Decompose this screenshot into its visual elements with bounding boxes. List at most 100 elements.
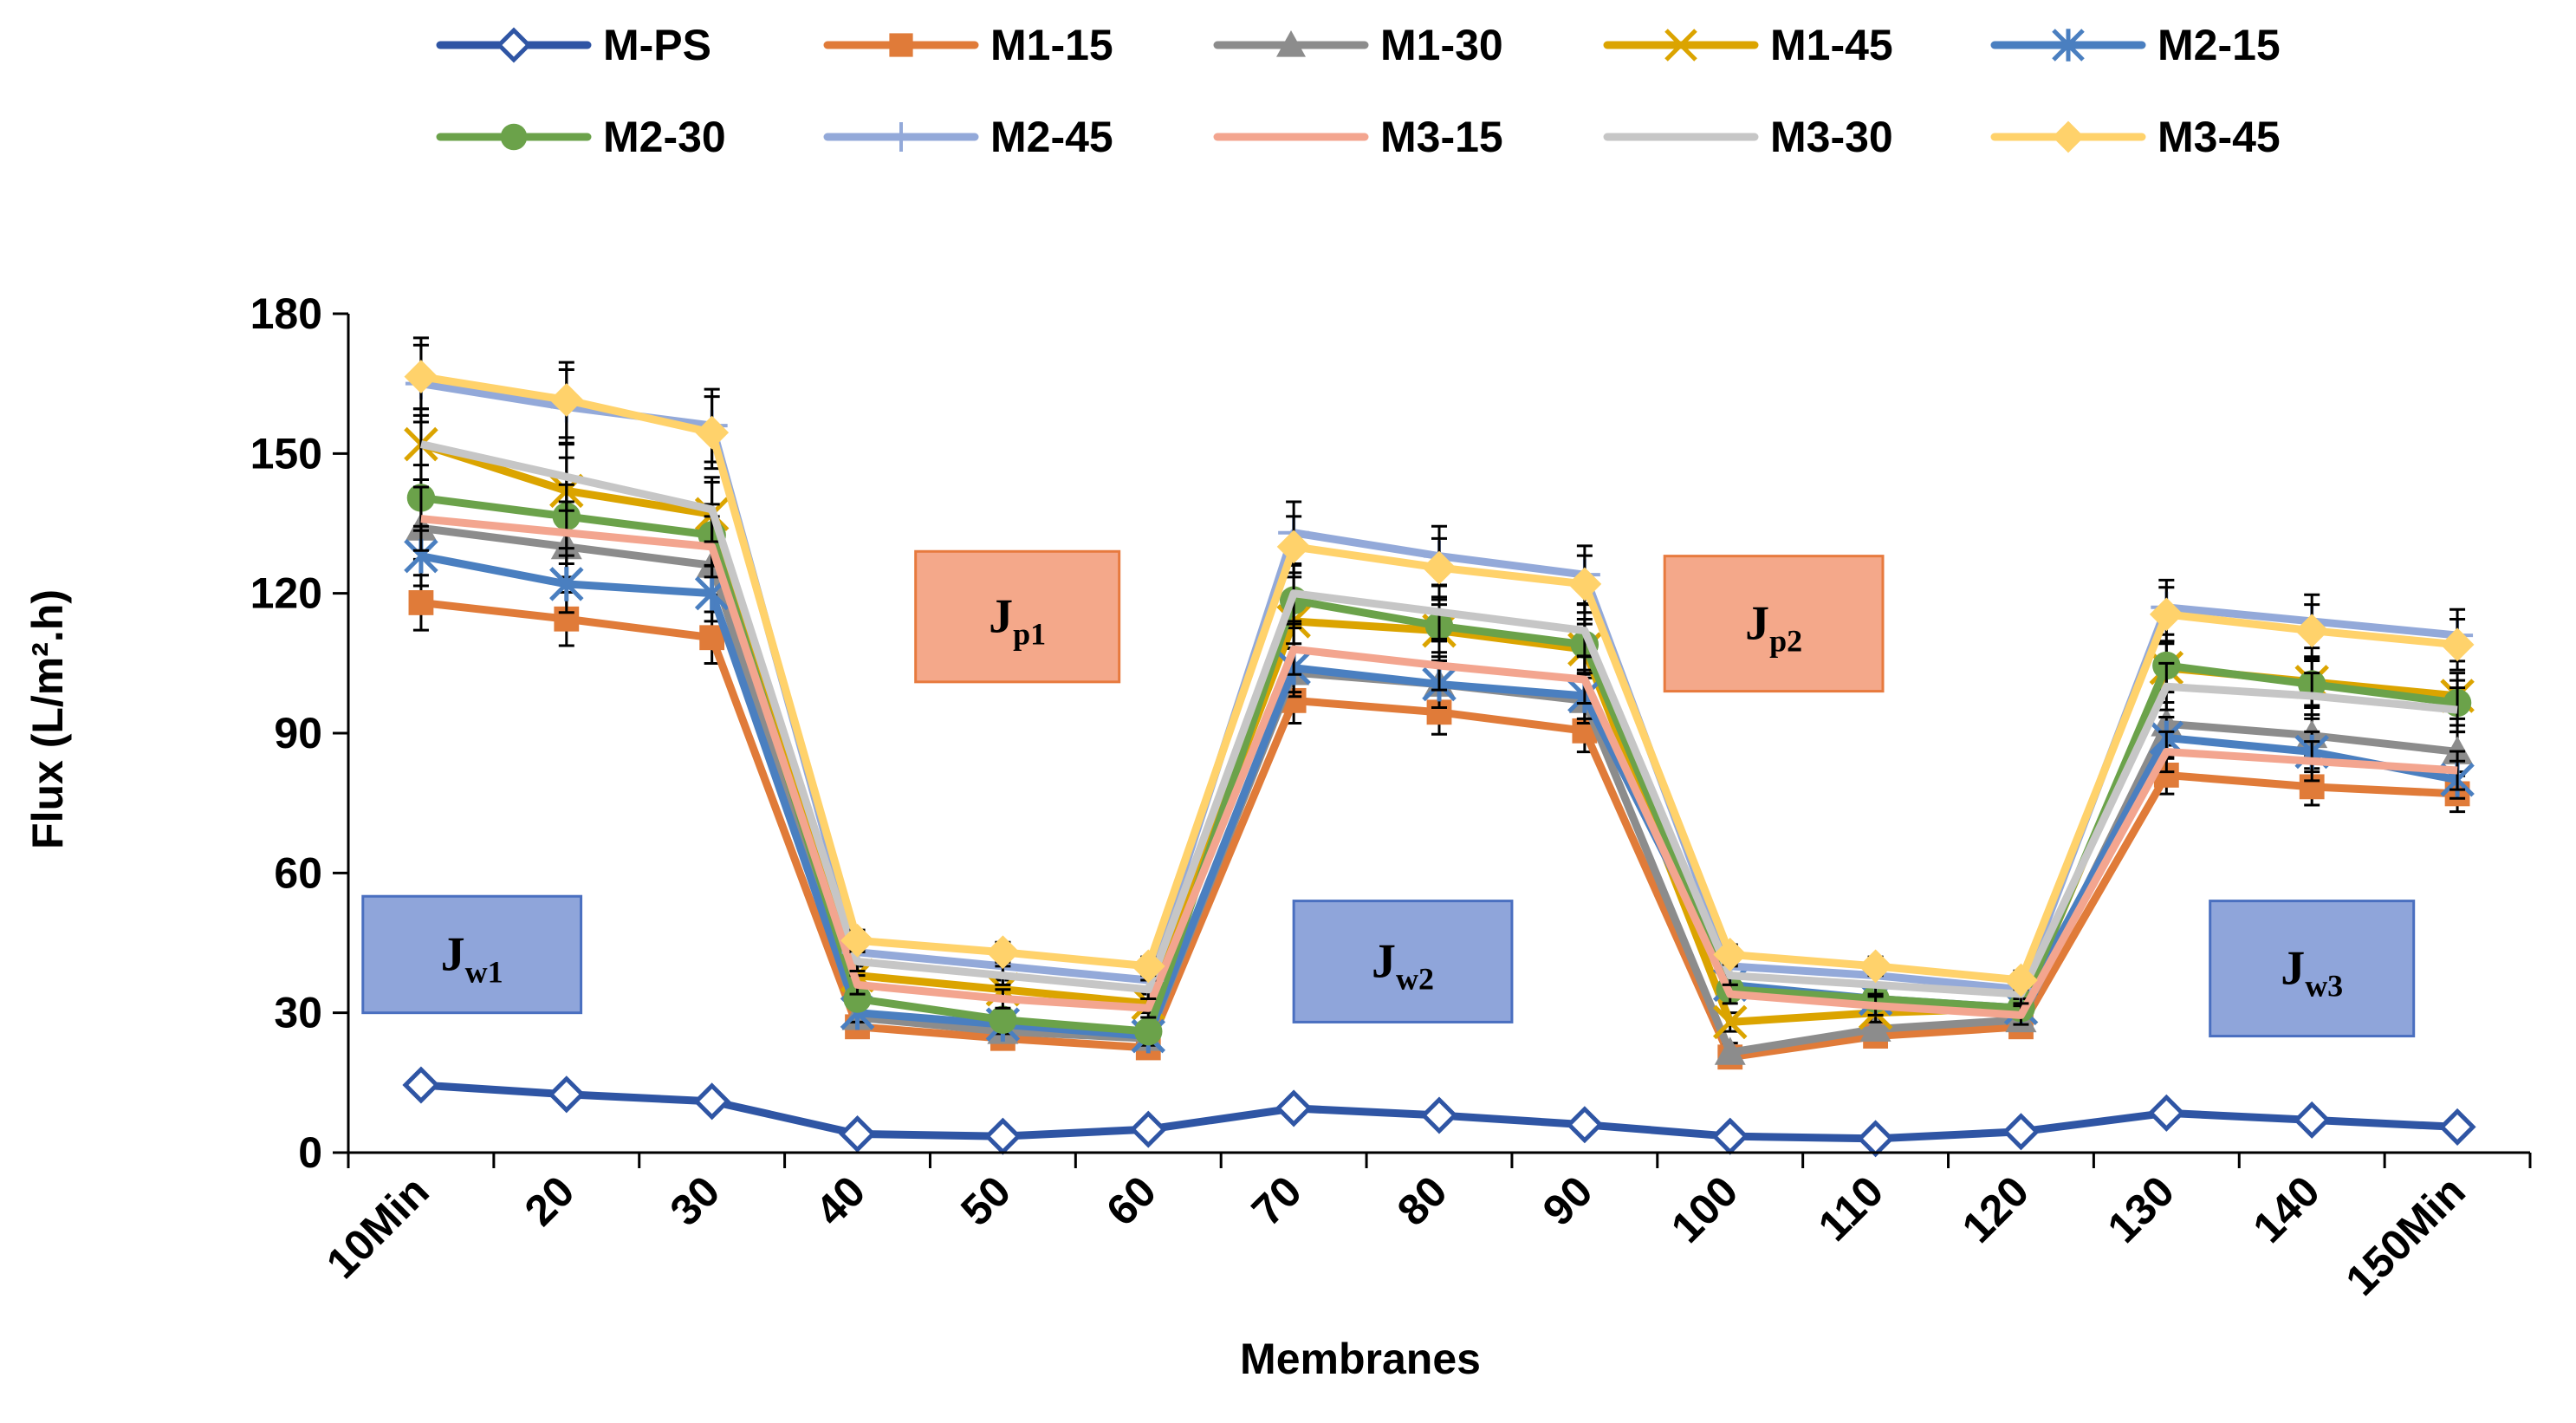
x-tick-label: 20 xyxy=(516,1166,584,1235)
data-point xyxy=(1129,1110,1167,1148)
y-tick-label: 60 xyxy=(274,848,322,897)
x-tick-label: 80 xyxy=(1388,1166,1457,1235)
legend-item: M2-15 xyxy=(1990,21,2281,69)
data-point xyxy=(840,923,874,958)
legend-item: M1-15 xyxy=(823,21,1113,69)
annotation-main: J xyxy=(441,927,465,981)
annotation-subscript: p2 xyxy=(1769,624,1802,659)
legend-marker xyxy=(2052,120,2085,153)
series-m3-45 xyxy=(404,336,2475,997)
x-tick-label: 10Min xyxy=(317,1166,438,1288)
data-point xyxy=(1859,949,1893,984)
legend-marker xyxy=(889,33,913,57)
x-tick-label: 60 xyxy=(1097,1166,1165,1235)
annotation-main: J xyxy=(2281,942,2305,996)
y-tick-label: 150 xyxy=(250,429,322,478)
data-point xyxy=(2294,614,2329,648)
annotation-subscript: w2 xyxy=(1396,962,1434,997)
legend-label: M1-15 xyxy=(990,21,1113,69)
data-point xyxy=(549,383,584,417)
legend-marker xyxy=(1276,30,1306,57)
annotation-subscript: w3 xyxy=(2305,969,2343,1004)
annotation-main: J xyxy=(989,590,1013,644)
data-point xyxy=(985,935,1020,970)
data-point xyxy=(2440,627,2475,662)
x-axis-title: Membranes xyxy=(1240,1335,1481,1383)
data-point xyxy=(693,1082,731,1121)
annotation-label: Jp1 xyxy=(989,590,1046,652)
x-tick-label: 30 xyxy=(661,1166,730,1235)
x-tick-label: 90 xyxy=(1534,1166,1602,1235)
axes: 0 30 60 90 120 150 180 10Min 20 30 40 50 60 70 80 90 100… xyxy=(250,289,2532,1305)
data-point xyxy=(1859,1013,1891,1042)
legend-item: M2-45 xyxy=(823,113,1113,161)
y-tick-label: 0 xyxy=(298,1128,322,1177)
legend: M-PS M1-15 M1-30 M1-45 M2-15 M2-30 M2-45 M3-15 M… xyxy=(436,21,2281,161)
annotation-subscript: w1 xyxy=(465,954,503,989)
legend-marker xyxy=(496,27,532,63)
annotation-box: Jp1 xyxy=(914,549,1121,684)
annotation-rect xyxy=(1292,900,1514,1023)
data-point xyxy=(404,360,438,394)
legend-label: M1-30 xyxy=(1380,21,1503,69)
data-point xyxy=(843,984,872,1013)
x-tick-label: 70 xyxy=(1243,1166,1311,1235)
data-point xyxy=(1712,1004,1748,1040)
data-point xyxy=(1711,1117,1749,1155)
annotation-label: Jw3 xyxy=(2281,942,2343,1004)
x-tick-label: 120 xyxy=(1953,1166,2039,1252)
legend-item: M3-45 xyxy=(1990,113,2281,161)
annotation-box: Jp2 xyxy=(1663,555,1885,693)
data-point xyxy=(1567,567,1602,601)
error-bar xyxy=(412,485,429,552)
data-point xyxy=(2002,1113,2041,1151)
data-point xyxy=(1713,938,1748,971)
data-point xyxy=(408,590,434,615)
legend-item: M1-30 xyxy=(1213,21,1503,69)
y-tick-label: 120 xyxy=(250,569,322,618)
legend-marker xyxy=(2052,29,2085,62)
legend-label: M-PS xyxy=(603,21,711,69)
annotation-label: Jw1 xyxy=(441,927,503,989)
data-point xyxy=(1276,530,1311,564)
legend-item: M3-15 xyxy=(1213,113,1503,161)
data-point xyxy=(1134,1017,1163,1046)
legend-label: M1-45 xyxy=(1770,21,1893,69)
x-tick-label: 130 xyxy=(2099,1166,2184,1252)
data-point xyxy=(838,1114,877,1153)
legend-label: M3-45 xyxy=(2157,113,2281,161)
series-lines xyxy=(402,336,2476,1158)
data-point xyxy=(695,415,730,450)
annotation-box: Jw1 xyxy=(361,894,583,1015)
x-tick-label: 150Min xyxy=(2336,1166,2474,1304)
data-point xyxy=(1420,1096,1458,1134)
data-point xyxy=(2293,1101,2331,1139)
data-point xyxy=(1131,949,1165,984)
annotation-label: Jp2 xyxy=(1745,597,1802,659)
annotation-box: Jw3 xyxy=(2209,900,2416,1038)
data-point xyxy=(1422,550,1457,585)
annotation-main: J xyxy=(1745,597,1769,651)
data-point xyxy=(549,567,584,601)
x-tick-label: 50 xyxy=(951,1166,1020,1235)
series-m-ps xyxy=(402,1066,2476,1158)
y-axis-title: Flux (L/m².h) xyxy=(23,589,72,849)
data-point xyxy=(699,625,725,651)
legend-label: M2-45 xyxy=(990,113,1113,161)
annotation-rect xyxy=(361,894,583,1015)
series-line xyxy=(420,515,2458,1019)
data-point xyxy=(2438,1108,2476,1146)
data-point xyxy=(1566,1106,1604,1144)
data-point xyxy=(1857,1120,1895,1158)
y-tick-label: 180 xyxy=(250,289,322,338)
legend-marker xyxy=(500,123,528,151)
annotation-rect xyxy=(914,549,1121,684)
series-m3-15 xyxy=(412,485,2466,1026)
annotation-main: J xyxy=(1372,935,1396,989)
error-bar xyxy=(2449,686,2466,734)
legend-label: M2-15 xyxy=(2157,21,2281,69)
x-tick-label: 110 xyxy=(1809,1166,1893,1251)
data-point xyxy=(2004,963,2038,997)
